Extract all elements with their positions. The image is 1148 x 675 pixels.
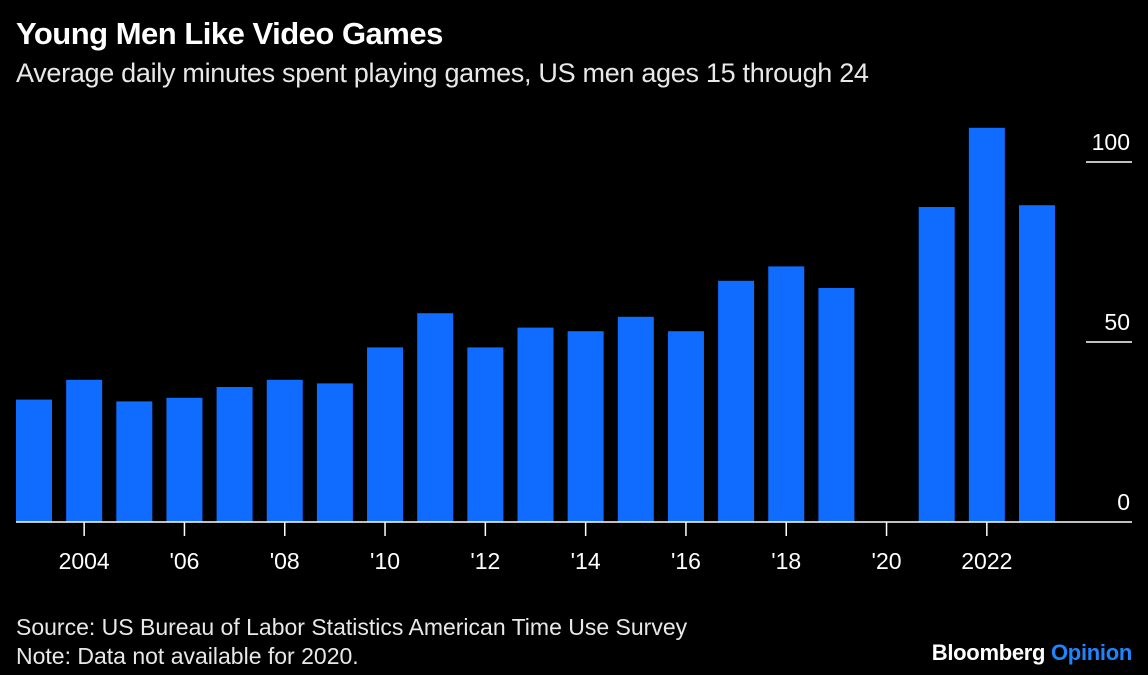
bar-2021 <box>918 207 955 522</box>
bar-2005 <box>116 401 153 522</box>
bar-2008 <box>266 379 303 522</box>
chart-subtitle: Average daily minutes spent playing game… <box>16 58 869 88</box>
bar-2017 <box>718 280 755 522</box>
x-tick-label-2006: '06 <box>169 548 199 574</box>
x-tick-label-2020: '20 <box>872 548 902 574</box>
bar-2006 <box>166 397 203 522</box>
bar-2010 <box>367 347 404 522</box>
y-tick-label-100: 100 <box>1092 129 1130 155</box>
y-tick-label-0: 0 <box>1117 489 1130 515</box>
bar-2013 <box>517 327 554 522</box>
brand-logo: Bloomberg Opinion <box>931 640 1133 666</box>
source-note: Source: US Bureau of Labor Statistics Am… <box>16 614 688 640</box>
x-tick-label-2004: 2004 <box>59 548 110 574</box>
bar-2014 <box>567 331 604 522</box>
data-note: Note: Data not available for 2020. <box>16 643 359 669</box>
chart-title: Young Men Like Video Games <box>16 16 443 51</box>
bar-2018 <box>768 266 805 522</box>
x-tick-label-2010: '10 <box>370 548 400 574</box>
bar-2019 <box>818 288 855 522</box>
bar-2003 <box>16 399 52 522</box>
x-tick-label-2008: '08 <box>270 548 300 574</box>
bar-2011 <box>417 313 454 522</box>
x-tick-label-2018: '18 <box>771 548 801 574</box>
y-tick-label-50: 50 <box>1104 309 1130 335</box>
bar-2022 <box>968 127 1005 523</box>
bar-2015 <box>617 316 654 522</box>
bar-2007 <box>216 387 253 522</box>
x-tick-label-2016: '16 <box>671 548 701 574</box>
bar-2023 <box>1019 205 1055 522</box>
brand-suffix: Opinion <box>1051 640 1132 665</box>
brand-name: Bloomberg <box>931 640 1046 665</box>
bar-2004 <box>66 379 103 522</box>
bar-2016 <box>667 331 704 522</box>
x-tick-label-2022: 2022 <box>961 548 1012 574</box>
bar-2009 <box>316 383 353 522</box>
x-tick-label-2014: '14 <box>571 548 601 574</box>
bar-2012 <box>467 347 504 522</box>
x-tick-label-2012: '12 <box>470 548 500 574</box>
